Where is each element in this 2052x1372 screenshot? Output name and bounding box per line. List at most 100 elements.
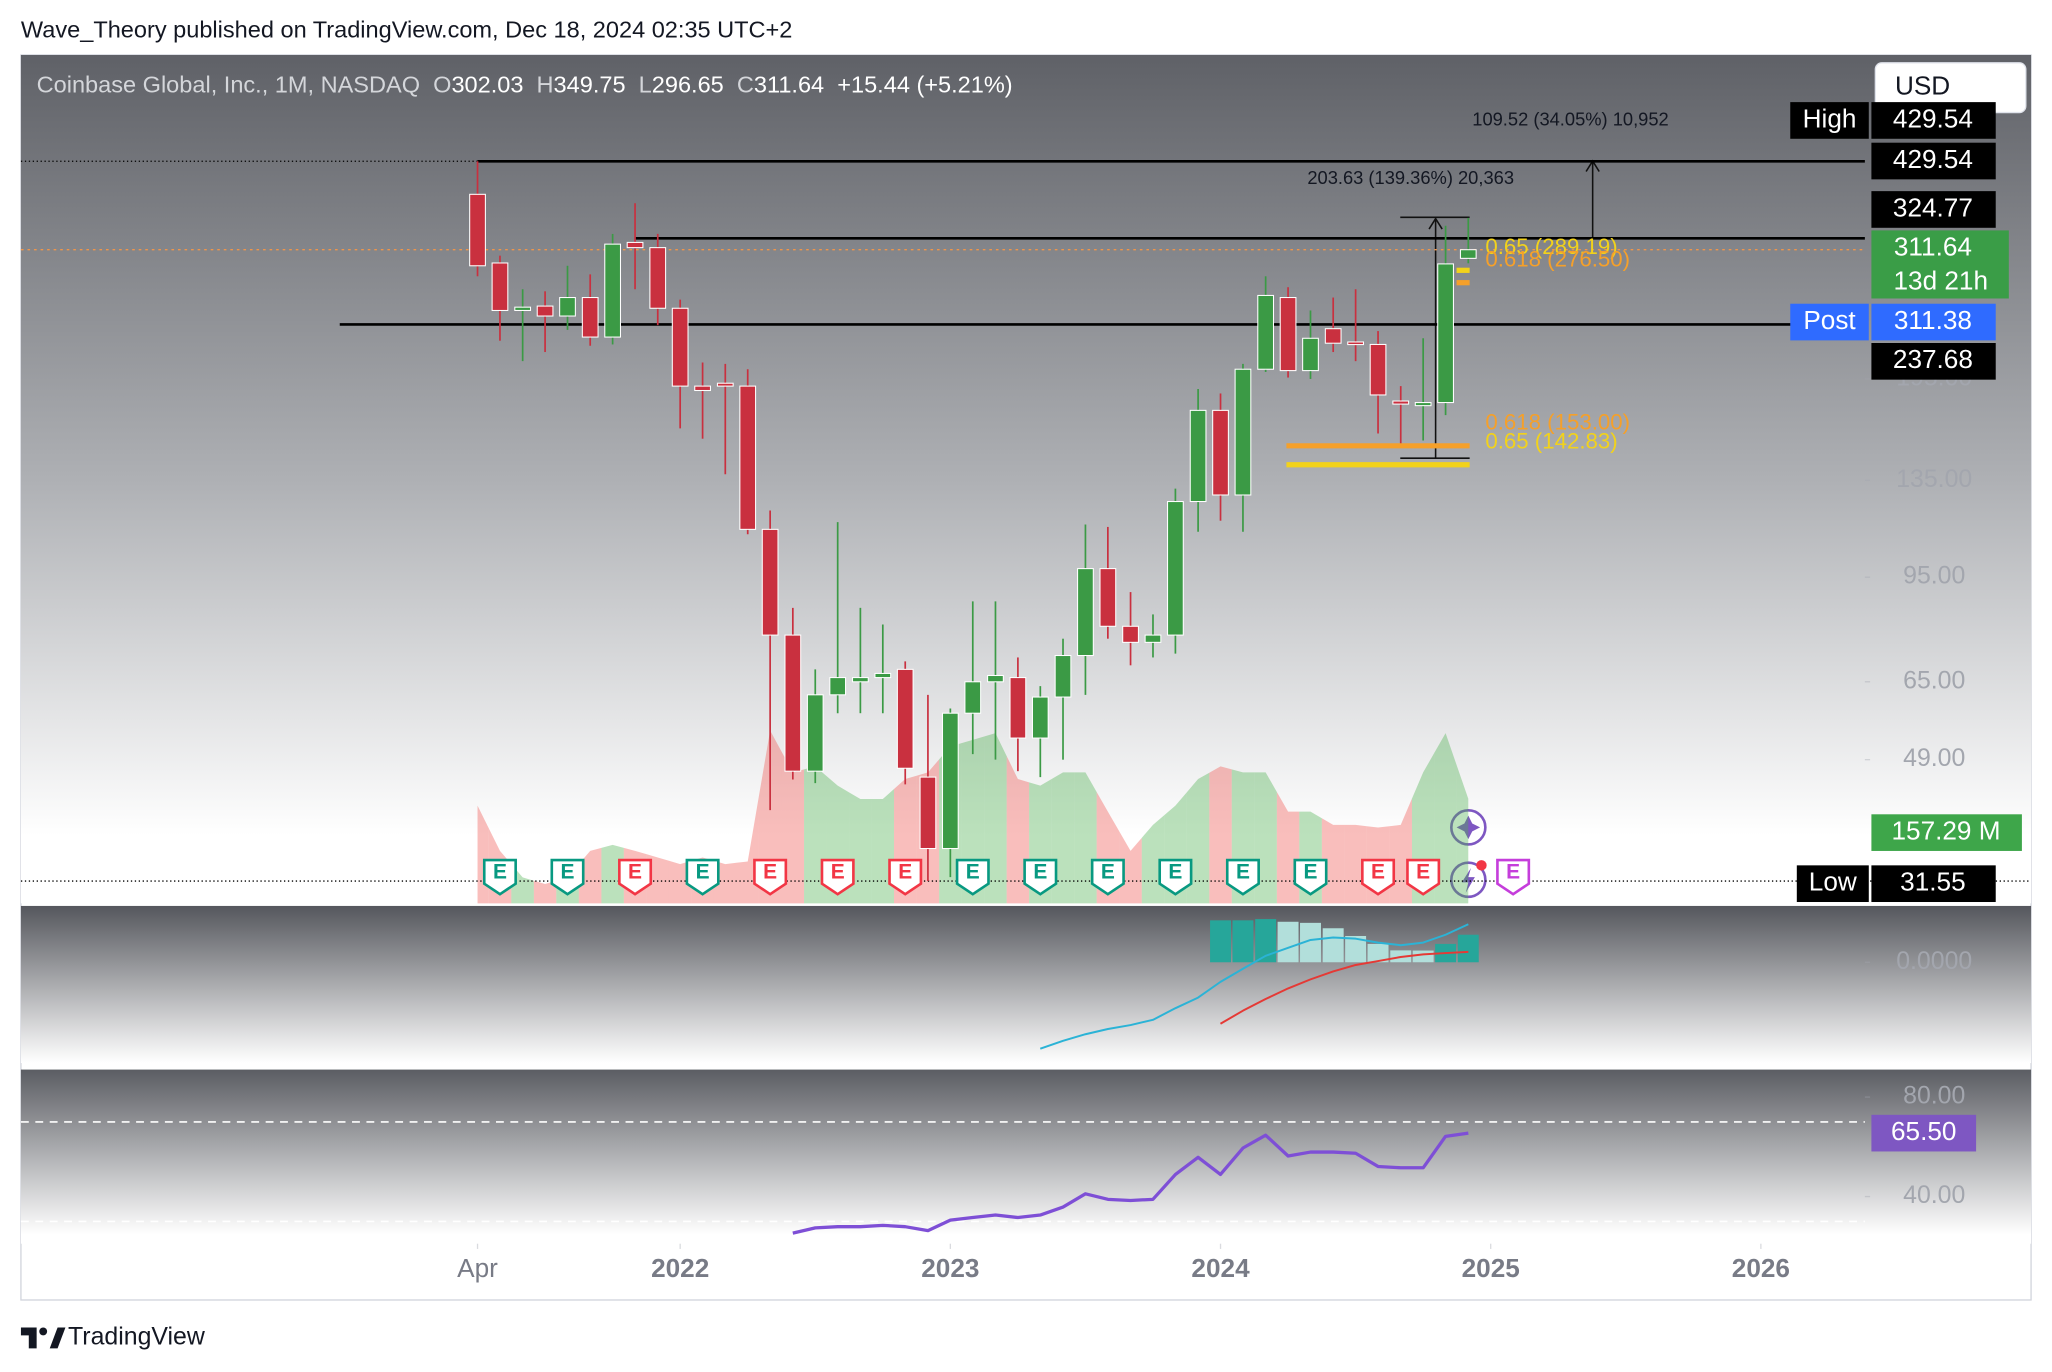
x-tick-label: 2022 [651,1253,709,1283]
candle-body [559,297,576,317]
candle-body [514,306,532,311]
price-label: 429.54 [1893,144,1973,174]
legend-value: 302.03 [451,72,523,98]
candle-body [604,243,622,338]
candle-body [469,193,486,267]
price-label: 429.54 [1893,103,1973,133]
histogram-bar [1457,934,1479,963]
candle-body [852,677,869,683]
earnings-badge [820,858,855,896]
candle-body [1031,696,1049,739]
x-tick-label: 2026 [1732,1253,1790,1283]
candle-body [987,674,1004,683]
price-label-box [1871,191,1996,228]
earnings-label: E [1416,861,1430,884]
price-label-box [1871,102,1996,139]
event-glyph [1456,815,1481,840]
fib-label: 0.65 (289.19) [1485,234,1617,259]
earnings-label: E [1236,861,1250,884]
earnings-label: E [628,861,642,884]
candle-body [649,247,667,309]
candle-body [1437,263,1454,404]
earnings-label: E [763,861,777,884]
candle-body [941,712,959,850]
candle-body [1279,297,1297,372]
earnings-label: E [561,861,575,884]
price-label: 311.64 [1894,232,1972,262]
earnings-label: E [1304,861,1318,884]
histogram-bar [1412,950,1434,963]
candle-body [716,382,734,387]
candle-body [581,297,599,338]
earnings-badge [1158,858,1193,896]
rsi-line [792,1131,1469,1235]
symbol-title: Coinbase Global, Inc., 1M, NASDAQ [37,72,420,98]
legend-value: 311.64 [754,72,824,98]
volume-label-box [1871,814,2022,851]
y-tick-label: 65.00 [1903,666,1965,694]
price-label: 31.55 [1900,867,1965,897]
candle-body [806,694,824,772]
price-label: 324.77 [1893,192,1973,222]
candle-body [491,262,509,311]
earnings-badge [888,858,923,896]
candle-body [1324,328,1342,344]
publish-note: Wave_Theory published on TradingView.com… [21,17,792,43]
earnings-badge [1090,858,1125,896]
rsi-pane [20,1069,2032,1244]
fib-label: 0.618 (276.50) [1485,246,1630,271]
price-tag-box [1796,865,1869,903]
histogram-bar [1300,922,1321,963]
volume-area [1456,765,1469,904]
indicator-line [1219,950,1469,1025]
earnings-label: E [1101,861,1115,884]
candle-body [671,307,689,387]
volume-area [1119,831,1142,904]
candle-body [739,385,757,530]
candle-body [829,677,847,696]
arrow-head [1428,217,1443,230]
earnings-badge [1023,858,1058,896]
candle-body [536,305,554,317]
y-tick-label: 135.00 [1896,465,1972,493]
legend-key: C [737,72,754,98]
price-tag-box [1790,102,1869,139]
rsi-label: 65.50 [1891,1116,1956,1146]
candle-body [626,241,644,249]
measure-label: 109.52 (34.05%) 10,952 [1472,108,1668,129]
earnings-label: E [1506,861,1520,884]
logo [20,1327,66,1349]
histogram-bar [1232,920,1254,963]
price-label: 237.68 [1893,344,1973,374]
candle-body [1054,654,1072,698]
candle-body [919,776,937,850]
fib-label: 0.65 (142.83) [1485,428,1617,453]
earnings-label: E [1371,861,1385,884]
legend-change: +15.44 (+5.21%) [837,72,1012,98]
earnings-label: E [966,861,980,884]
price-tag: Low [1809,867,1857,897]
earnings-label: E [831,861,845,884]
price-label-box [1871,343,1996,380]
measure-label: 203.63 (139.36%) 20,363 [1307,167,1514,188]
logo-mark [49,1327,66,1349]
earnings-badge [753,858,788,896]
candle-body [1144,634,1162,643]
candle-body [1009,677,1027,739]
x-tick-label: 2025 [1462,1253,1520,1283]
logo-mark [20,1327,37,1349]
brand: TradingView [68,1323,206,1351]
earnings-badge [1406,858,1441,896]
measure-drawings [1400,159,1600,459]
volume-label: 157.29 M [1891,816,2000,846]
currency-label[interactable]: USD [1895,71,1950,101]
y-tick-label: 49.00 [1903,744,1965,772]
macd-pane [20,905,2032,1064]
candle-body [1212,409,1229,496]
x-tick-label: 2024 [1191,1253,1250,1283]
candle-body [1122,625,1139,643]
candle-body [1414,402,1432,407]
legend: Coinbase Global, Inc., 1M, NASDAQ O302.03… [37,72,1013,98]
earnings-label: E [898,861,912,884]
earnings-label: E [1033,861,1047,884]
